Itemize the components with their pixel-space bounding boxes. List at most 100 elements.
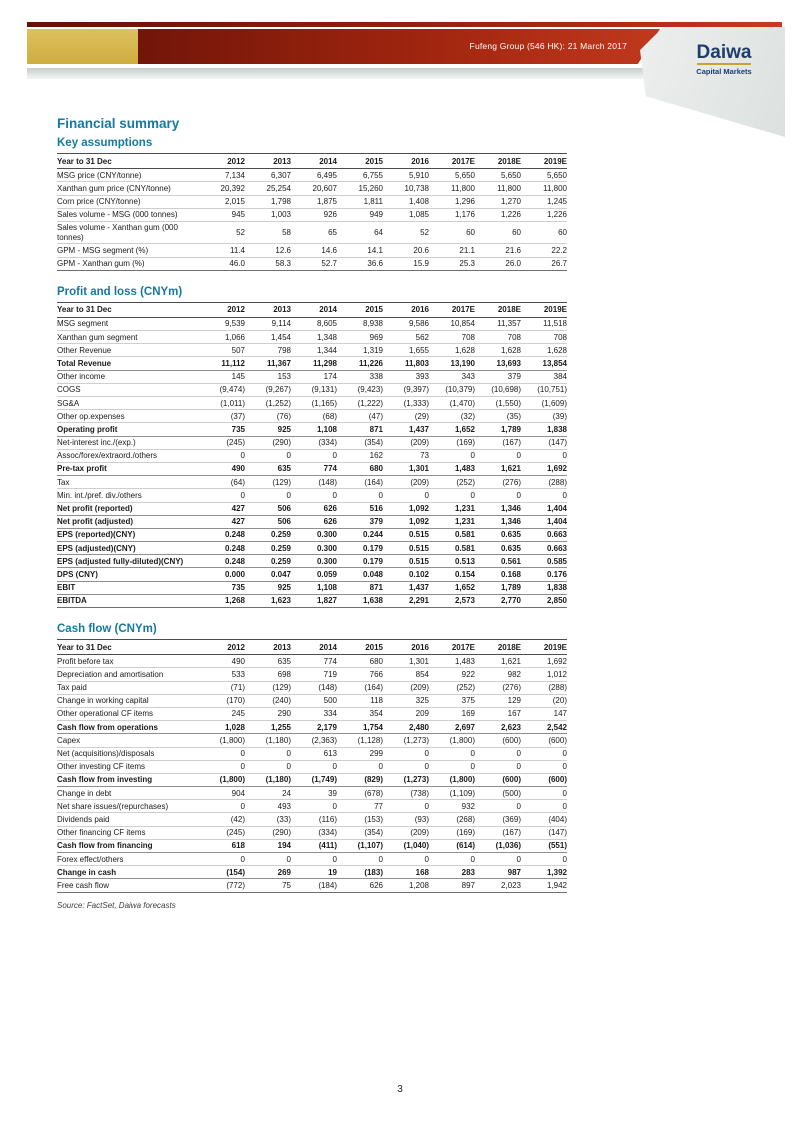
cell-value: (167): [475, 436, 521, 450]
cell-value: 969: [337, 330, 383, 345]
cell-value: 1,875: [291, 195, 337, 209]
cell-value: 0.663: [521, 527, 567, 543]
row-label: GPM - MSG segment (%): [57, 243, 199, 258]
table-row: Net-interest inc./(exp.) (245) (290) (334)(…: [57, 436, 567, 450]
table-row: GPM - MSG segment (%) 11.4 12.6 14.6 14.1 20.…: [57, 243, 567, 258]
cell-value: 77: [337, 799, 383, 814]
cell-value: 0: [521, 799, 567, 814]
row-label: Xanthan gum segment: [57, 330, 199, 345]
cell-value: (148): [291, 681, 337, 695]
cell-value: (245): [199, 436, 245, 450]
profit-and-loss-table: Year to 31 Dec 2012 2013 2014 2015 2016 2017E 2…: [57, 301, 567, 609]
cell-value: 0: [383, 760, 429, 774]
cell-value: 506: [245, 501, 291, 516]
table-row: Net profit (reported) 427 506 626 516 1,092 1,…: [57, 501, 567, 516]
year-column-header: 2013: [245, 152, 291, 170]
cell-value: (9,131): [291, 383, 337, 398]
cell-value: 375: [429, 694, 475, 708]
cell-value: 245: [199, 707, 245, 722]
table-row: Free cash flow (772) 75 (184) 626 1,208 897 2,0…: [57, 878, 567, 893]
cell-value: (290): [245, 436, 291, 450]
cell-value: (678): [337, 786, 383, 801]
year-column-header: 2019E: [521, 152, 567, 170]
cell-value: (1,107): [337, 838, 383, 854]
table-row: Pre-tax profit 490 635 774 680 1,301 1,483 1,62…: [57, 461, 567, 477]
cell-value: 5,650: [429, 168, 475, 183]
cell-value: 798: [245, 343, 291, 358]
cell-value: (32): [429, 409, 475, 424]
cell-value: 0: [199, 760, 245, 774]
cell-value: 12.6: [245, 243, 291, 258]
row-label: MSG segment: [57, 317, 199, 332]
cell-value: 0.513: [429, 554, 475, 569]
cell-value: 0.248: [199, 527, 245, 543]
table-row: COGS (9,474) (9,267) (9,131) (9,423) (9,397)(…: [57, 383, 567, 398]
top-red-bar: [27, 22, 782, 27]
cell-value: 0: [291, 488, 337, 503]
table-row: Net share issues/(repurchases) 0 493 0 77 0 93…: [57, 799, 567, 814]
cell-value: 1,348: [291, 330, 337, 345]
cell-value: (1,011): [199, 396, 245, 411]
cell-value: 1,789: [475, 580, 521, 595]
cell-value: (411): [291, 838, 337, 854]
cell-value: (64): [199, 475, 245, 490]
table-row: Assoc/forex/extraord./others 0 0 0 162 73 0 0 0: [57, 449, 567, 463]
cell-value: 10,854: [429, 317, 475, 332]
table-row: EPS (reported)(CNY) 0.248 0.259 0.300 0.244 0…: [57, 527, 567, 543]
cell-value: (209): [383, 436, 429, 450]
cell-value: (2,363): [291, 733, 337, 748]
cell-value: (600): [475, 772, 521, 788]
cell-value: (209): [383, 681, 429, 695]
cell-value: 0.561: [475, 554, 521, 569]
cell-value: (68): [291, 409, 337, 424]
cell-value: (1,800): [429, 772, 475, 788]
cell-value: (209): [383, 475, 429, 490]
cell-value: 0.259: [245, 541, 291, 556]
cell-value: 680: [337, 461, 383, 477]
row-label: COGS: [57, 383, 199, 398]
cell-value: (1,749): [291, 772, 337, 788]
cell-value: (738): [383, 786, 429, 801]
cell-value: (9,474): [199, 383, 245, 398]
cell-value: 5,650: [521, 168, 567, 183]
cell-value: 2,179: [291, 720, 337, 735]
cell-value: 1,404: [521, 501, 567, 516]
cell-value: 0.300: [291, 554, 337, 569]
cell-value: (1,800): [199, 772, 245, 788]
cell-value: 2,770: [475, 593, 521, 609]
cell-value: 0: [291, 449, 337, 463]
cell-value: 6,495: [291, 168, 337, 183]
cell-value: (10,379): [429, 383, 475, 398]
table-row: Net profit (adjusted) 427 506 626 379 1,092 1,…: [57, 514, 567, 529]
cell-value: 516: [337, 501, 383, 516]
section-title-cash-flow: Cash flow (CNYm): [57, 623, 157, 635]
cell-value: 39: [291, 786, 337, 801]
cell-value: 393: [383, 370, 429, 384]
cell-value: (1,180): [245, 772, 291, 788]
cell-value: 1,652: [429, 422, 475, 437]
table-row: Profit before tax 490 635 774 680 1,301 1,483 1…: [57, 654, 567, 669]
cell-value: (35): [475, 409, 521, 424]
cell-value: 168: [383, 865, 429, 880]
cell-value: 0: [429, 449, 475, 463]
cell-value: 0: [199, 747, 245, 761]
year-column-header: 2012: [199, 301, 245, 318]
cell-value: 1,296: [429, 195, 475, 209]
cell-value: (600): [521, 733, 567, 748]
row-label: Other income: [57, 370, 199, 384]
table-row: Total Revenue 11,112 11,367 11,298 11,226 11,…: [57, 356, 567, 371]
cell-value: (772): [199, 878, 245, 893]
cell-value: 2,623: [475, 720, 521, 735]
cell-value: (170): [199, 694, 245, 708]
row-label: Other operational CF items: [57, 707, 199, 722]
cell-value: (47): [337, 409, 383, 424]
cell-value: (1,036): [475, 838, 521, 854]
cell-value: 9,586: [383, 317, 429, 332]
cell-value: 1,408: [383, 195, 429, 209]
cell-value: (10,751): [521, 383, 567, 398]
cell-value: 854: [383, 667, 429, 682]
table-row: Other income 145 153 174 338 393 343 379 384: [57, 370, 567, 384]
row-label: Forex effect/others: [57, 852, 199, 867]
logo-wordmark: Daiwa: [696, 42, 752, 65]
cell-value: 0.585: [521, 554, 567, 569]
